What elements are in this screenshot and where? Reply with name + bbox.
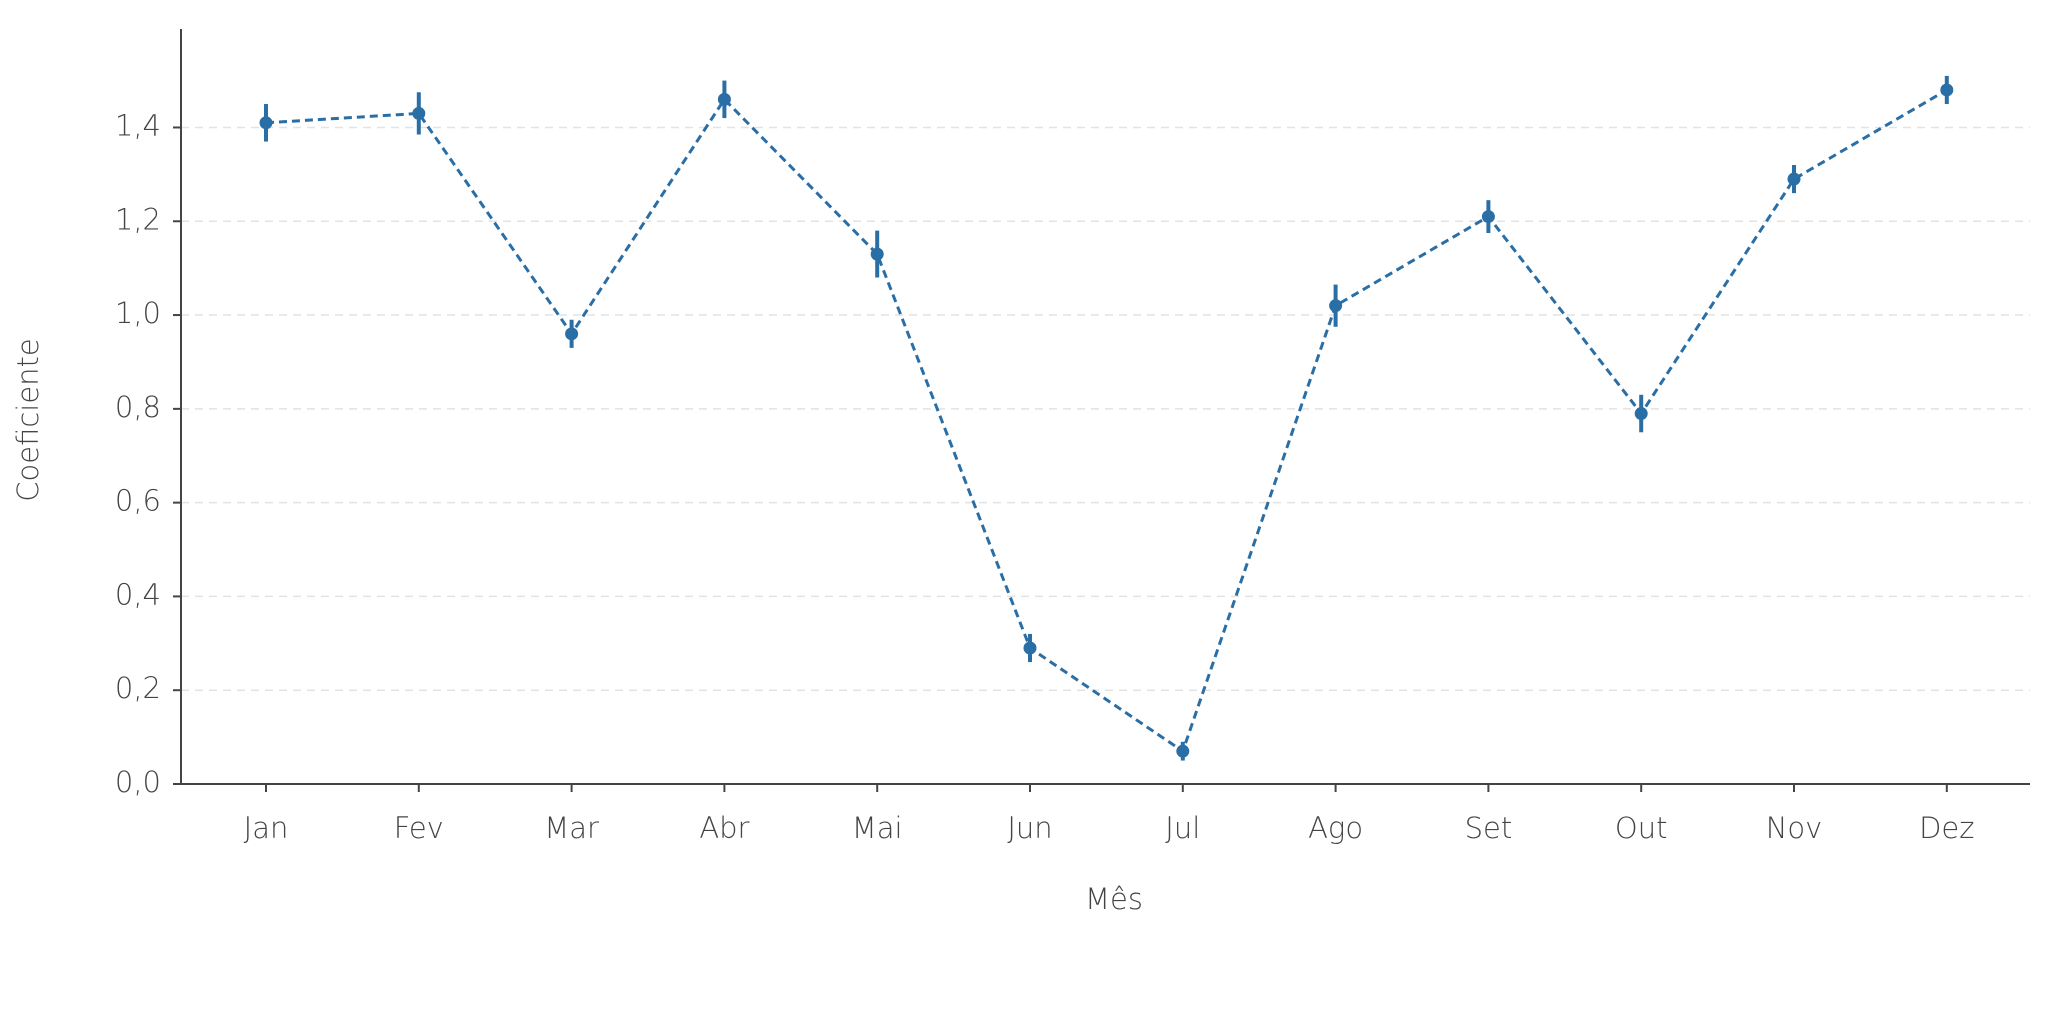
x-tick-label: Jul bbox=[1165, 811, 1200, 845]
point bbox=[1787, 172, 1801, 186]
point bbox=[259, 116, 273, 130]
point bbox=[412, 106, 426, 120]
y-tick-label: 0,6 bbox=[115, 484, 161, 518]
point bbox=[717, 92, 731, 106]
y-tick-label: 0,8 bbox=[115, 390, 161, 424]
point bbox=[1634, 407, 1648, 421]
point bbox=[565, 327, 579, 341]
x-tick-label: Jan bbox=[244, 811, 289, 845]
point bbox=[1329, 299, 1343, 313]
x-tick-label: Set bbox=[1465, 811, 1513, 845]
x-tick-label: Ago bbox=[1308, 811, 1363, 845]
y-tick-label: 1,0 bbox=[115, 296, 161, 330]
point bbox=[1176, 744, 1190, 758]
x-tick-label: Out bbox=[1615, 811, 1668, 845]
line bbox=[265, 88, 1948, 754]
y-tick-label: 0,0 bbox=[115, 765, 161, 799]
x-tick-label: Mar bbox=[544, 811, 599, 845]
x-tick-label: Fev bbox=[394, 811, 444, 845]
x-axis-label: Mês bbox=[1085, 882, 1143, 916]
y-tick-label: 1,2 bbox=[115, 202, 161, 236]
x-tick-label: Jun bbox=[1007, 811, 1052, 845]
x-tick-label: Dez bbox=[1919, 811, 1974, 845]
point bbox=[1023, 641, 1037, 655]
x-tick-label: Mai bbox=[852, 811, 903, 845]
y-tick-label: 0,4 bbox=[115, 577, 161, 611]
point bbox=[870, 247, 884, 261]
y-axis-label: Coeficiente bbox=[11, 338, 45, 502]
x-tick-label: Abr bbox=[699, 811, 749, 845]
x-tick-label: Nov bbox=[1766, 811, 1823, 845]
y-tick-label: 1,4 bbox=[115, 108, 161, 142]
point bbox=[1481, 210, 1495, 224]
point bbox=[1940, 83, 1954, 97]
y-tick-label: 0,2 bbox=[115, 671, 161, 705]
